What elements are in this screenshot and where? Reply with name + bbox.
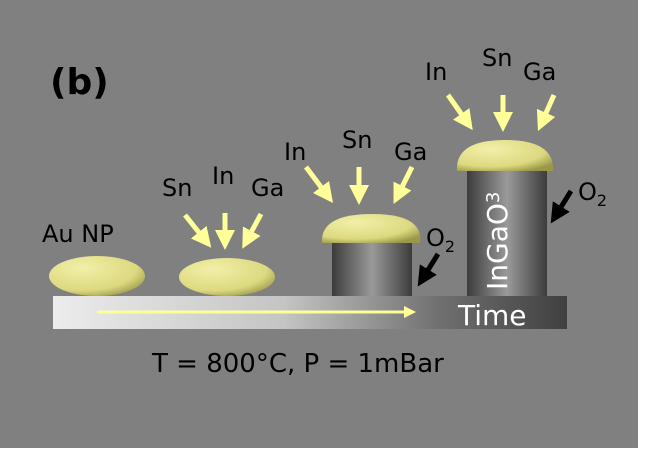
precursor-label: Ga — [394, 138, 427, 166]
precursor-label: Sn — [482, 44, 512, 72]
precursor-label: Sn — [162, 174, 192, 202]
alloy-particle — [179, 258, 275, 296]
precursor-label: Sn — [342, 126, 372, 154]
precursor-label: In — [425, 58, 447, 86]
o2-arrow — [550, 189, 574, 224]
o2-label: O2 — [578, 178, 607, 210]
au-nanoparticle — [49, 256, 145, 296]
precursor-label: In — [212, 162, 234, 190]
time-label: Time — [457, 299, 527, 332]
au-np-label: Au NP — [42, 220, 114, 248]
short-nanowire — [332, 243, 412, 296]
ingao3-label: InGaO3 — [481, 192, 514, 290]
precursor-arrows — [445, 93, 557, 132]
precursor-arrows — [183, 212, 264, 250]
catalyst-cap — [321, 214, 421, 243]
conditions-label: T = 800°C, P = 1mBar — [151, 349, 444, 379]
panel-label: (b) — [50, 62, 109, 103]
o2-label: O2 — [426, 224, 455, 256]
o2-arrow — [417, 252, 441, 287]
precursor-label: Ga — [251, 174, 284, 202]
precursor-label: Ga — [523, 58, 556, 86]
catalyst-cap — [456, 140, 554, 171]
long-nanowire — [467, 170, 547, 296]
precursor-label: In — [284, 138, 306, 166]
precursor-arrows — [304, 165, 415, 205]
